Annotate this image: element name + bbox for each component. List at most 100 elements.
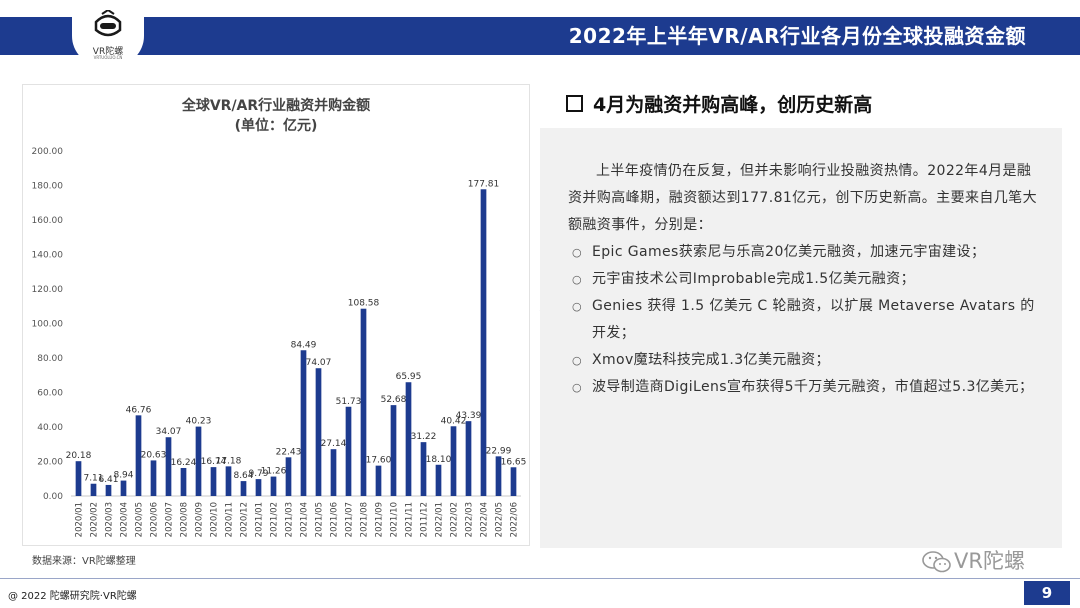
wechat-watermark: VR陀螺 — [922, 545, 1025, 575]
bar — [405, 382, 412, 496]
x-tick-label: 2022/06 — [510, 502, 520, 537]
y-tick-label: 180.00 — [32, 182, 64, 192]
bar — [330, 449, 337, 496]
bullet-item: 元宇宙技术公司Improbable完成1.5亿美元融资； — [568, 266, 1038, 293]
data-label: 9.79 — [248, 469, 268, 479]
bar — [180, 467, 187, 496]
bar — [90, 483, 97, 496]
y-tick-label: 100.00 — [32, 320, 64, 330]
data-label: 40.23 — [186, 417, 212, 427]
header-bar — [0, 17, 1080, 55]
x-tick-label: 2020/07 — [165, 502, 175, 537]
data-label: 8.94 — [113, 471, 133, 481]
bar — [150, 460, 157, 496]
section-heading: 4月为融资并购高峰，创历史新高 — [566, 90, 872, 117]
x-tick-label: 2021/04 — [300, 502, 310, 537]
bar — [390, 405, 397, 496]
x-tick-label: 2020/03 — [105, 502, 115, 537]
bar — [450, 426, 457, 496]
y-tick-label: 120.00 — [32, 285, 64, 295]
data-label: 11.26 — [261, 467, 287, 477]
bar — [375, 465, 382, 496]
data-label: 20.63 — [141, 450, 167, 460]
bar — [255, 479, 262, 496]
x-tick-label: 2021/11 — [405, 502, 415, 537]
bar — [120, 480, 127, 496]
data-label: 51.73 — [336, 397, 362, 407]
bar — [210, 467, 217, 496]
data-label: 6.41 — [98, 475, 118, 485]
data-label: 40.42 — [441, 416, 467, 426]
bar — [345, 406, 352, 496]
y-tick-label: 20.00 — [37, 458, 63, 468]
y-tick-label: 40.00 — [37, 423, 63, 433]
x-tick-label: 2011/12 — [420, 502, 430, 537]
x-tick-label: 2022/01 — [435, 502, 445, 537]
bar-chart: 0.00 20.00 40.00 60.00 80.00 100.00 120.00 140.… — [32, 147, 527, 537]
data-label: 18.10 — [426, 455, 452, 465]
x-tick-label: 2021/03 — [285, 502, 295, 537]
data-label: 20.18 — [66, 451, 92, 461]
y-tick-label: 0.00 — [43, 492, 63, 502]
data-label: 84.49 — [291, 340, 317, 350]
bullet-item: Epic Games获索尼与乐高20亿美元融资，加速元宇宙建设； — [568, 239, 1038, 266]
data-label: 16.74 — [201, 457, 227, 467]
bar — [135, 415, 142, 496]
x-tick-label: 2022/03 — [465, 502, 475, 537]
wechat-icon — [922, 551, 951, 573]
logo-text: VR陀螺 — [92, 47, 124, 57]
y-tick-label: 140.00 — [32, 251, 64, 261]
bar — [225, 466, 232, 496]
x-tick-label: 2020/12 — [240, 502, 250, 537]
y-tick-label: 80.00 — [37, 354, 63, 364]
data-label: 17.18 — [216, 456, 242, 466]
bar — [240, 481, 247, 496]
footer-copyright: @ 2022 陀螺研究院·VR陀螺 — [8, 591, 137, 602]
bar — [480, 189, 487, 496]
x-tick-label: 2022/05 — [495, 502, 505, 537]
bar — [195, 426, 202, 496]
page-title: 2022年上半年VR/AR行业各月份全球投融资金额 — [568, 24, 1026, 48]
bar — [270, 476, 277, 496]
bullet-item: Xmov魔珐科技完成1.3亿美元融资； — [568, 347, 1038, 374]
data-source: 数据来源：VR陀螺整理 — [32, 556, 136, 567]
bar — [420, 442, 427, 496]
page-number: 9 — [1024, 581, 1070, 605]
x-tick-label: 2022/02 — [450, 502, 460, 537]
data-label: 7.11 — [83, 474, 103, 484]
data-label: 74.07 — [306, 358, 332, 368]
y-tick-label: 200.00 — [32, 147, 64, 157]
data-label: 8.64 — [233, 471, 253, 481]
x-tick-label: 2021/10 — [390, 502, 400, 537]
data-label: 34.07 — [156, 427, 182, 437]
bullet-item: 波导制造商DigiLens宣布获得5千万美元融资，市值超过5.3亿美元； — [568, 374, 1038, 401]
x-tick-label: 2021/05 — [315, 502, 325, 537]
bar — [360, 308, 367, 496]
bullet-list: Epic Games获索尼与乐高20亿美元融资，加速元宇宙建设； 元宇宙技术公司… — [568, 239, 1038, 401]
y-tick-label: 160.00 — [32, 216, 64, 226]
x-tick-label: 2021/06 — [330, 502, 340, 537]
x-tick-label: 2020/11 — [225, 502, 235, 537]
x-tick-label: 2020/02 — [90, 502, 100, 537]
logo-icon — [94, 10, 122, 37]
bullet-item: Genies 获得 1.5 亿美元 C 轮融资，以扩展 Metaverse Av… — [568, 293, 1038, 347]
bar — [165, 437, 172, 496]
x-tick-label: 2020/09 — [195, 502, 205, 537]
wechat-label: VR陀螺 — [954, 549, 1025, 573]
data-label: 27.14 — [321, 439, 347, 449]
data-label: 108.58 — [348, 299, 380, 309]
x-tick-label: 2021/08 — [360, 502, 370, 537]
x-tick-label: 2020/01 — [75, 502, 85, 537]
x-tick-label: 2021/02 — [270, 502, 280, 537]
bar — [435, 464, 442, 496]
chart-panel: 全球VR/AR行业融资并购金额 (单位：亿元) 0.00 20.00 40.00 60… — [22, 84, 530, 546]
footer-divider — [0, 578, 1080, 579]
section-heading-text: 4月为融资并购高峰，创历史新高 — [593, 94, 873, 116]
logo: VR陀螺 VRTUOLUO.CN — [72, 6, 144, 66]
x-tick-label: 2022/04 — [480, 502, 490, 537]
bar — [495, 456, 502, 496]
chart-title: 全球VR/AR行业融资并购金额 — [181, 98, 371, 114]
x-tick-label: 2020/10 — [210, 502, 220, 537]
data-label: 31.22 — [411, 432, 437, 442]
bar — [285, 457, 292, 496]
